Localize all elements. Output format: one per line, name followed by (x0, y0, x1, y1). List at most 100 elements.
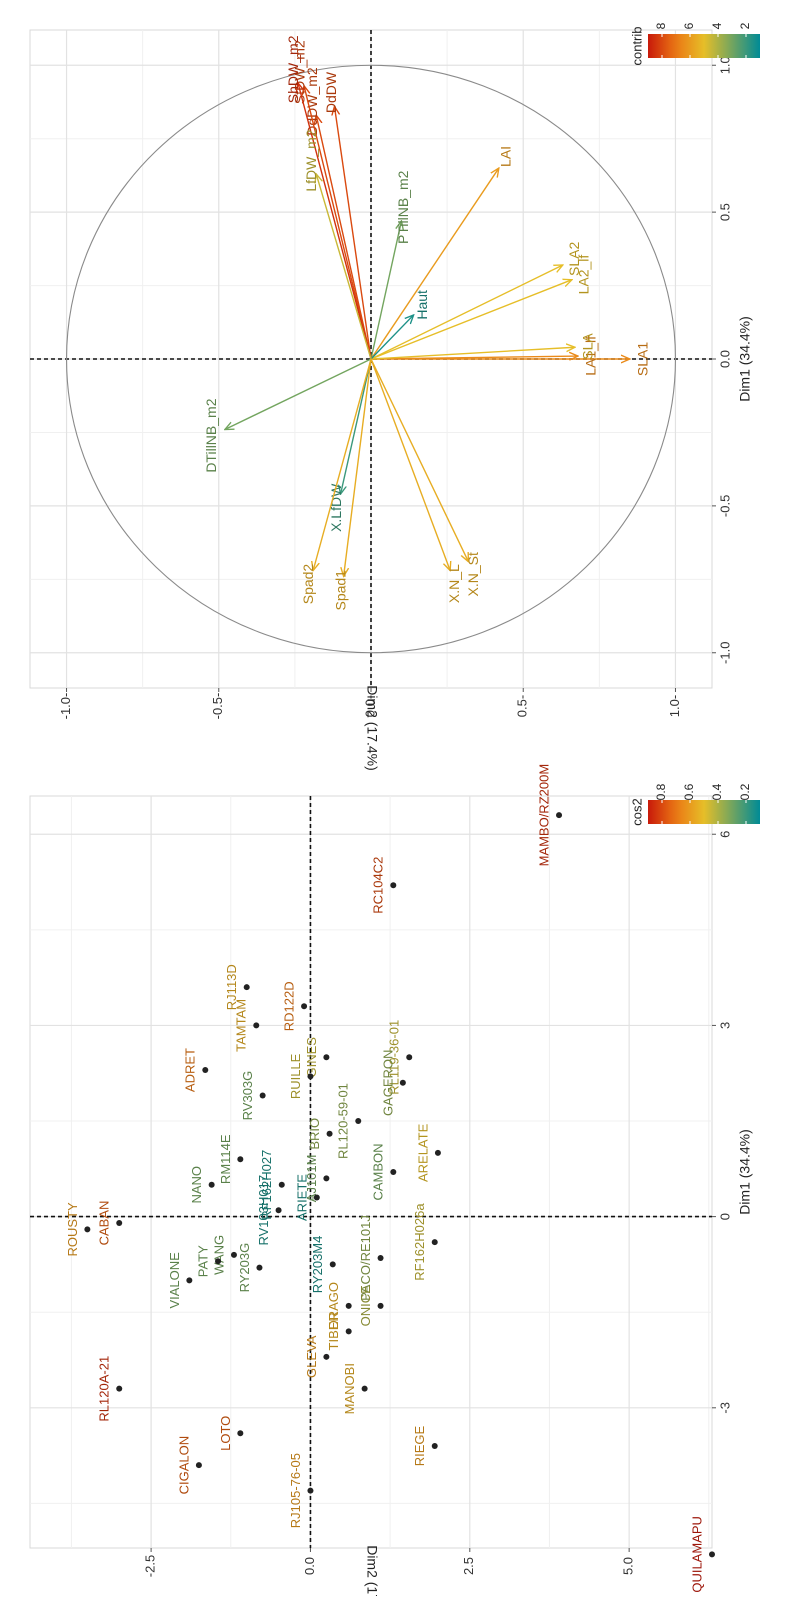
point-quilamapu (709, 1551, 715, 1558)
point-label-tamtam: TAMTAM (234, 999, 249, 1052)
arrow-shdw-m2 (298, 83, 372, 360)
point-arelate (434, 1149, 441, 1156)
point-rl120a-21 (116, 1385, 123, 1392)
x-axis-title: Dim1 (34.4%) (737, 316, 753, 402)
point-caban (116, 1219, 123, 1226)
legend-tick-label: 0.2 (738, 783, 752, 800)
point-rm114e (237, 1156, 244, 1163)
arrow-haut (370, 315, 414, 360)
arrow-x-lfdw (341, 358, 372, 494)
point-rj113d (243, 984, 250, 991)
point-rv303g (259, 1092, 266, 1099)
point-label-caban: CABAN (97, 1201, 112, 1246)
point-wang (230, 1251, 237, 1258)
point-label-ry203m4: RY203M4 (310, 1236, 325, 1294)
legend-colorbar (648, 34, 760, 58)
legend-tick-label: 4 (710, 22, 724, 29)
point-label-wang: WANG (211, 1235, 226, 1275)
point-rl120-59-01 (355, 1118, 362, 1125)
y-tick-label: -1.0- (58, 693, 73, 720)
plot-area (29, 795, 713, 1549)
point-label-loto: LOTO (218, 1416, 233, 1451)
legend-tick-label: 8 (654, 22, 668, 29)
point-rj105-76-05 (307, 1487, 314, 1494)
y-tick-label: 0.0- (362, 695, 377, 717)
point-label-arelate: ARELATE (415, 1123, 430, 1182)
point-tiber (345, 1328, 352, 1335)
y-tick-label: 5.0 (621, 1557, 636, 1575)
point-label-rl120a-21: RL120A-21 (97, 1356, 112, 1422)
point-label-cambon: CAMBON (371, 1143, 386, 1200)
arrow-label-x-n-st: X.N_St (465, 552, 481, 596)
point-label-rj105-76-05: RJ105-76-05 (288, 1453, 303, 1528)
arrow-dddw-m2 (316, 115, 372, 360)
arrow-spad2 (313, 358, 372, 571)
point-label-rf162h026a: RF162H026a (412, 1203, 427, 1281)
arrow-dtillnb-m2 (225, 358, 372, 430)
x-axis-title: Dim1 (34.4%) (737, 1129, 753, 1215)
point-label-paco-re101j: PACO/RE101J (358, 1215, 373, 1301)
arrow-x-n-l (370, 358, 450, 571)
point-gageron (399, 1079, 406, 1086)
point-vialone (186, 1277, 193, 1284)
legend-tick-label: 0.6 (682, 783, 696, 800)
point-adret (202, 1067, 209, 1074)
arrow-stdw-m2 (304, 86, 372, 360)
arrow-sla2 (370, 265, 563, 360)
x-tick-label: -3 (717, 1402, 732, 1414)
legend-title: cos2 (629, 798, 644, 825)
arrow-label-ptillnb-m2: PTillNB_m2 (395, 170, 411, 244)
point-rv103h017 (275, 1207, 282, 1214)
point-label-paty: PATY (195, 1245, 210, 1277)
x-tick-label: -0.5 (717, 495, 732, 517)
individuals-panel: -3 0 3 6 -2.5 0.0 2.5 5.0 Dim1 (34.4%) Dim2 (17.4… (29, 764, 760, 1601)
point-gines (323, 1054, 330, 1061)
point-ry203m4 (329, 1261, 336, 1268)
x-tick-label: 0.5 (717, 203, 732, 221)
point-label-vialone: VIALONE (167, 1252, 182, 1309)
y-tick-label: 0.5- (515, 695, 530, 717)
point-label-nano: NANO (189, 1166, 204, 1204)
x-tick-label: 1.0 (717, 56, 732, 74)
point-paco-re101j (377, 1255, 384, 1262)
point-label-rj113d: RJ113D (224, 964, 239, 1010)
arrow-label-la2-lf: LA2_lf (576, 255, 592, 295)
point-paty (215, 1258, 222, 1265)
arrow-label-x-n-l: X.N_L (446, 564, 462, 603)
arrow-label-haut: Haut (414, 290, 430, 320)
point-label-gleva: GLEVA (304, 1335, 319, 1378)
point-tamtam (253, 1022, 260, 1029)
point-ruille (307, 1073, 314, 1080)
point-ariete (313, 1194, 320, 1201)
point-nano (208, 1181, 215, 1188)
point-label-gines: GINES (304, 1037, 319, 1078)
y-axis-title: Dim2 (17.4%) (364, 1545, 380, 1596)
point-aj101m (323, 1175, 330, 1182)
y-tick-label: -0.5- (210, 693, 225, 720)
legend-tick-label: 2 (738, 22, 752, 29)
point-label-rf162h027: RF162H027 (259, 1150, 274, 1220)
arrow-sla (370, 347, 575, 360)
point-gleva (323, 1353, 330, 1360)
point-label-riege: RIEGE (412, 1425, 427, 1466)
y-tick-label: -2.5 (143, 1555, 158, 1577)
y-tick-label: 1.0- (667, 695, 682, 717)
arrow-spad1 (344, 358, 372, 576)
point-label-brio: BRIO (307, 1118, 322, 1150)
point-label-cigalon: CIGALON (176, 1436, 191, 1495)
arrow-label-sla: SLA (580, 333, 596, 360)
point-onice (377, 1302, 384, 1309)
point-loto (237, 1430, 244, 1437)
variables-panel: -1.0 -0.5 0.0 0.5 1.0 -1.0- -0.5- 0.0- 0.5- 1.0- D… (29, 22, 760, 771)
arrow-label-sla2: SLA2 (566, 242, 582, 276)
arrow-dddw (334, 106, 372, 360)
point-label-quilamapu: QUILAMAPU (689, 1516, 704, 1593)
point-label-rousty: ROUSTY (65, 1202, 80, 1257)
x-tick-label: 0.0 (717, 350, 732, 368)
legend-tick-label: 6 (682, 22, 696, 29)
point-cigalon (195, 1462, 202, 1469)
point-label-ry203g: RY203G (237, 1243, 252, 1293)
point-label-tiber: TIBER (326, 1312, 341, 1350)
